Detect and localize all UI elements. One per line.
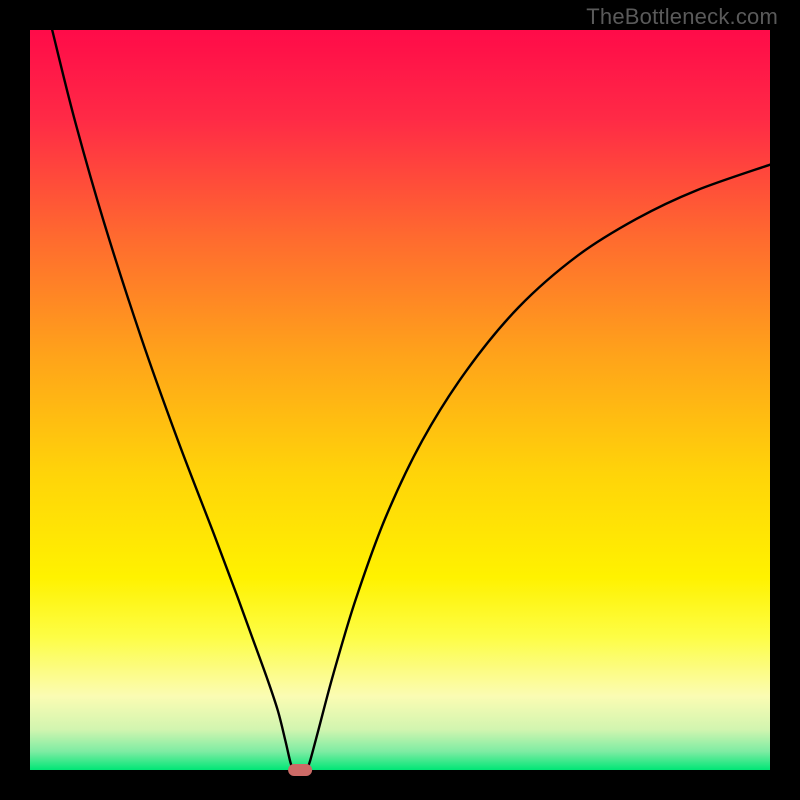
plot-background xyxy=(30,30,770,770)
watermark-text: TheBottleneck.com xyxy=(586,4,778,30)
bottleneck-chart xyxy=(0,0,800,800)
min-marker xyxy=(288,764,312,776)
min-marker-pill xyxy=(288,764,312,776)
